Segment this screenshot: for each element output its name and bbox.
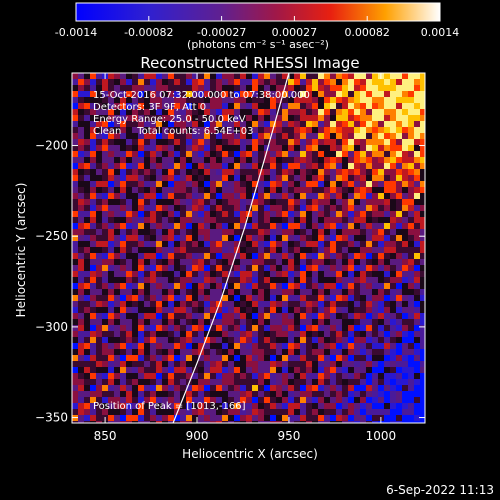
y-axis-ticks: −200 −250 −300 −350 [35,139,425,425]
x-axis-label: Heliocentric X (arcsec) [182,447,318,461]
x-axis-ticks: 850 900 950 1000 [94,73,397,443]
plot-area [71,72,426,424]
y-axis-label: Heliocentric Y (arcsec) [14,183,28,318]
peak-position-label: Position of Peak = [1013,-166] [93,401,246,412]
y-tick-label: −200 [35,139,68,153]
annotation-time-range: 15-Oct-2016 07:32:00.000 to 07:38:00.000 [93,90,310,101]
solar-limb-curve [172,73,290,423]
annotation-detectors: Detectors: 3F 9F, Att 0 [93,102,206,113]
x-tick-label: 1000 [366,429,397,443]
y-tick-label: −350 [35,411,68,425]
colorbar-tick-label: 0.0014 [421,26,460,39]
colorbar: -0.0014 -0.00082 -0.00027 0.00027 0.00082 0.0… [55,2,459,51]
footer-timestamp: 6-Sep-2022 11:13 [386,483,494,497]
colorbar-tick-label: 0.00027 [272,26,318,39]
colorbar-ticks: -0.0014 -0.00082 -0.00027 0.00027 0.00082 0.0… [55,16,459,39]
heatmap-image [72,73,425,423]
colorbar-tick-label: 0.00082 [344,26,390,39]
annotation-energy-range: Energy Range: 25.0 - 50.0 keV [93,114,246,125]
x-tick-label: 900 [186,429,209,443]
x-tick-label: 850 [94,429,117,443]
colorbar-tick-label: -0.0014 [55,26,97,39]
annotation-block: 15-Oct-2016 07:32:00.000 to 07:38:00.000… [93,90,310,412]
colorbar-tick-label: -0.00082 [124,26,173,39]
y-tick-label: −250 [35,229,68,243]
colorbar-gradient [75,2,441,22]
chart-title: Reconstructed RHESSI Image [140,54,359,72]
annotation-clean-counts: Clean Total counts: 6.54E+03 [93,126,253,137]
y-tick-label: −300 [35,320,68,334]
colorbar-tick-label: -0.00027 [197,26,246,39]
plot-frame [71,72,426,424]
colorbar-unit-label: (photons cm⁻² s⁻¹ asec⁻²) [187,38,329,51]
x-tick-label: 950 [277,429,300,443]
